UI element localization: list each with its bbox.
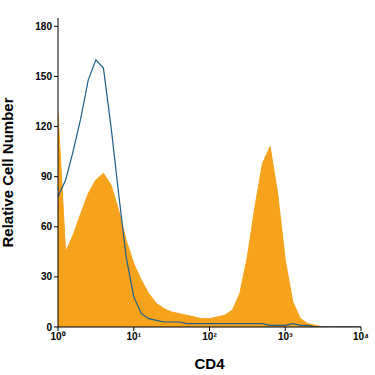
- svg-text:180: 180: [35, 21, 52, 32]
- svg-text:CD4: CD4: [194, 355, 225, 372]
- svg-text:60: 60: [41, 221, 53, 232]
- svg-text:10⁰: 10⁰: [50, 331, 65, 342]
- svg-text:30: 30: [41, 271, 53, 282]
- svg-text:10²: 10²: [202, 331, 217, 342]
- svg-text:10⁴: 10⁴: [353, 331, 367, 342]
- svg-text:120: 120: [35, 121, 52, 132]
- svg-text:150: 150: [35, 71, 52, 82]
- svg-text:10³: 10³: [278, 331, 293, 342]
- svg-text:90: 90: [41, 171, 53, 182]
- svg-text:10¹: 10¹: [127, 331, 142, 342]
- svg-text:Relative Cell Number: Relative Cell Number: [8, 97, 16, 247]
- svg-text:0: 0: [46, 322, 52, 333]
